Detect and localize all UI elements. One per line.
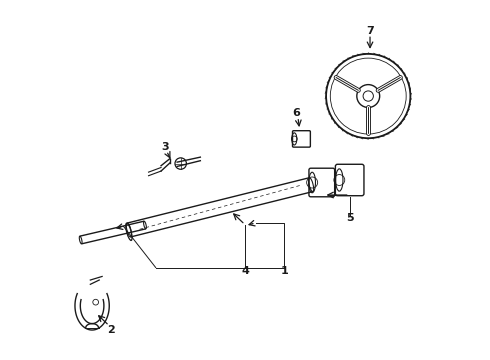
Text: 6: 6 [292,108,300,118]
Text: 7: 7 [366,26,374,36]
Text: 2: 2 [107,325,115,335]
Text: 3: 3 [161,142,169,152]
Text: 4: 4 [241,266,249,276]
Text: 5: 5 [346,213,353,223]
Text: 1: 1 [280,266,288,276]
